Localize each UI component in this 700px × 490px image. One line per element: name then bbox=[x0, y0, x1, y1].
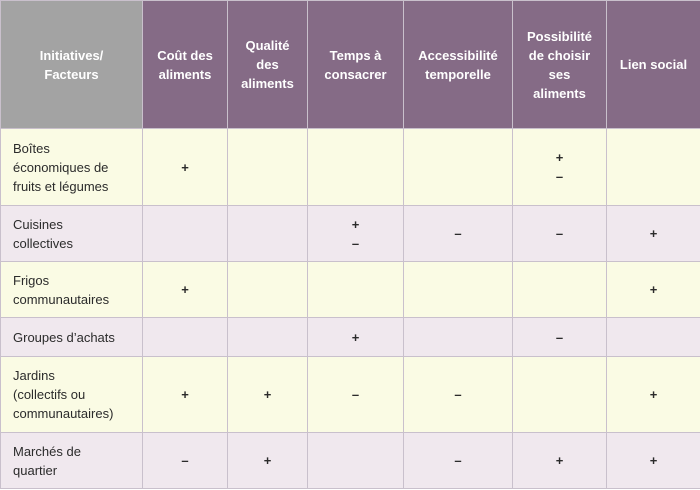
table-cell: + bbox=[307, 317, 404, 357]
table-cell: – bbox=[403, 205, 513, 262]
header-time-required: Temps à consacrer bbox=[307, 0, 404, 129]
table-cell bbox=[142, 317, 228, 357]
header-initiatives-factors: Initiatives/ Facteurs bbox=[0, 0, 143, 129]
header-food-choice: Possibilité de choisir ses aliments bbox=[512, 0, 607, 129]
table-cell bbox=[403, 261, 513, 318]
table-cell bbox=[403, 317, 513, 357]
table-row: Frigos communautaires + + bbox=[0, 261, 700, 318]
row-label: Groupes d’achats bbox=[0, 317, 143, 357]
table-cell bbox=[227, 261, 308, 318]
table-cell bbox=[307, 128, 404, 206]
header-time-accessibility: Accessibilité temporelle bbox=[403, 0, 513, 129]
table-cell: – bbox=[512, 205, 607, 262]
table-cell: – bbox=[512, 317, 607, 357]
header-food-cost: Coût des aliments bbox=[142, 0, 228, 129]
row-label: Boîtes économiques de fruits et légumes bbox=[0, 128, 143, 206]
table-cell: – bbox=[142, 432, 228, 489]
table-cell bbox=[606, 128, 700, 206]
header-row: Initiatives/ Facteurs Coût des aliments … bbox=[0, 0, 700, 129]
table-cell bbox=[227, 128, 308, 206]
header-food-quality: Qualité des aliments bbox=[227, 0, 308, 129]
table-cell bbox=[227, 205, 308, 262]
row-label: Frigos communautaires bbox=[0, 261, 143, 318]
table-row: Groupes d’achats + – bbox=[0, 317, 700, 357]
table-row: Boîtes économiques de fruits et légumes … bbox=[0, 128, 700, 206]
table-row: Marchés de quartier – + – + + bbox=[0, 432, 700, 489]
table-cell bbox=[606, 317, 700, 357]
row-label: Cuisines collectives bbox=[0, 205, 143, 262]
table-cell: + bbox=[142, 261, 228, 318]
table-cell: + – bbox=[512, 128, 607, 206]
table-cell bbox=[307, 261, 404, 318]
table-cell: + bbox=[606, 205, 700, 262]
table-cell bbox=[307, 432, 404, 489]
table-cell: + bbox=[606, 261, 700, 318]
table-cell bbox=[403, 128, 513, 206]
table-cell: + bbox=[142, 356, 228, 433]
table-cell: + bbox=[606, 356, 700, 433]
table-row: Jardins (collectifs ou communautaires) +… bbox=[0, 356, 700, 433]
header-social-link: Lien social bbox=[606, 0, 700, 129]
table-cell: + – bbox=[307, 205, 404, 262]
table-cell: + bbox=[512, 432, 607, 489]
table-cell: – bbox=[403, 356, 513, 433]
table-cell: + bbox=[606, 432, 700, 489]
table-cell bbox=[512, 356, 607, 433]
table-cell bbox=[227, 317, 308, 357]
row-label: Jardins (collectifs ou communautaires) bbox=[0, 356, 143, 433]
table-cell: – bbox=[307, 356, 404, 433]
table-row: Cuisines collectives + – – – + bbox=[0, 205, 700, 262]
table-cell: + bbox=[227, 356, 308, 433]
table-cell: + bbox=[227, 432, 308, 489]
row-label: Marchés de quartier bbox=[0, 432, 143, 489]
table-cell bbox=[512, 261, 607, 318]
table-cell bbox=[142, 205, 228, 262]
table-cell: + bbox=[142, 128, 228, 206]
table-cell: – bbox=[403, 432, 513, 489]
